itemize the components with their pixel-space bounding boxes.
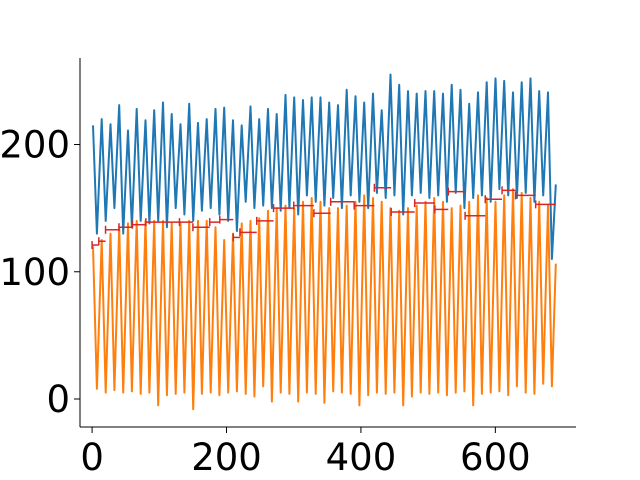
step-marker bbox=[178, 218, 193, 227]
x-tick-label: 400 bbox=[326, 436, 397, 479]
x-tick-label: 600 bbox=[460, 436, 531, 479]
y-tick-label: 200 bbox=[0, 124, 70, 167]
step-marker bbox=[434, 205, 449, 214]
step-marker bbox=[413, 199, 435, 208]
step-marker bbox=[390, 207, 415, 216]
step-marker bbox=[514, 191, 536, 200]
step-marker bbox=[484, 195, 503, 204]
step-marker bbox=[292, 201, 314, 210]
step-marker bbox=[256, 216, 274, 225]
x-axis: 0 200 400 600 bbox=[80, 426, 576, 479]
y-tick-label: 0 bbox=[46, 378, 70, 421]
step-marker bbox=[219, 215, 234, 224]
step-marker bbox=[104, 225, 119, 234]
step-marker bbox=[272, 204, 294, 213]
step-marker bbox=[353, 201, 375, 210]
plot-area bbox=[91, 73, 557, 411]
step-marker bbox=[464, 211, 486, 220]
step-marker bbox=[313, 209, 331, 218]
step-marker bbox=[373, 183, 392, 192]
step-marker bbox=[192, 223, 210, 232]
x-tick-label: 0 bbox=[80, 436, 104, 479]
step-marker bbox=[98, 237, 106, 246]
step-marker bbox=[447, 187, 466, 196]
step-marker bbox=[232, 233, 240, 242]
step-marker bbox=[239, 228, 257, 237]
step-marker bbox=[208, 218, 220, 227]
y-tick-label: 100 bbox=[0, 251, 70, 294]
step-marker bbox=[131, 220, 146, 229]
y-axis: 0 100 200 bbox=[0, 58, 81, 427]
step-marker bbox=[501, 186, 516, 195]
step-marker bbox=[91, 241, 99, 250]
x-tick-label: 200 bbox=[191, 436, 262, 479]
step-marker bbox=[118, 223, 133, 232]
step-marker bbox=[329, 197, 355, 206]
step-marker bbox=[534, 200, 556, 209]
series-line-2 bbox=[92, 188, 557, 411]
series-line-1 bbox=[92, 73, 557, 260]
step-marker bbox=[145, 218, 180, 227]
